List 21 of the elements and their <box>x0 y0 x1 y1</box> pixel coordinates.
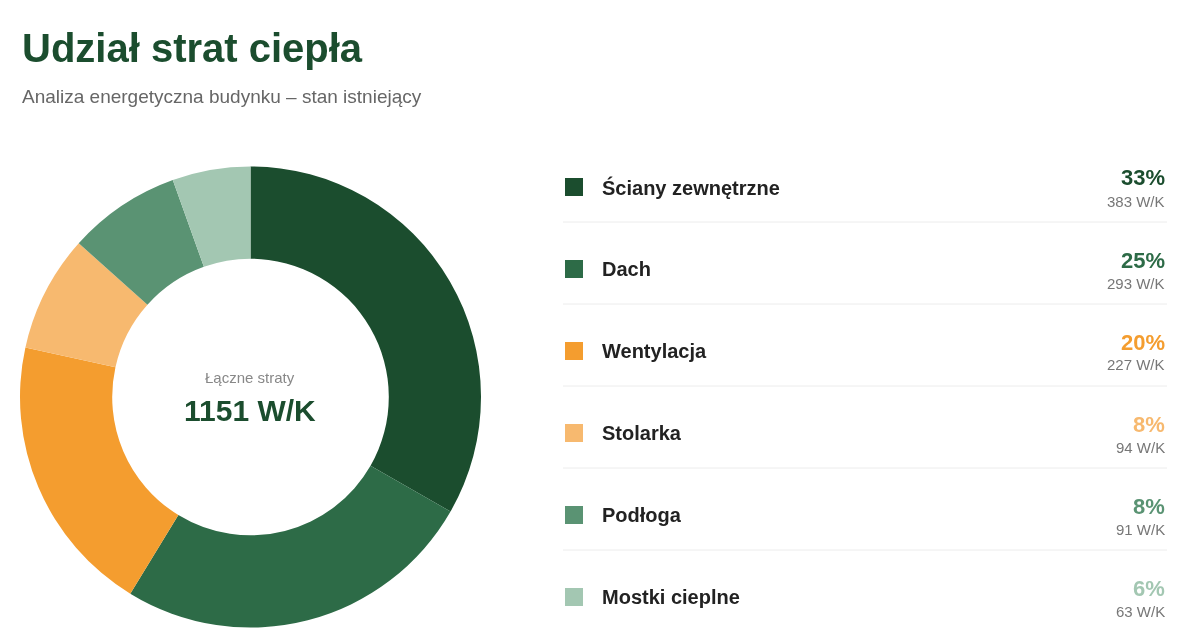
data-label: 8% 91 W/K <box>1116 494 1166 538</box>
data-label: 20% 227 W/K <box>1107 330 1166 373</box>
data-label: 25% 293 W/K <box>1107 248 1166 292</box>
donut-slice <box>20 347 179 594</box>
legend-label: Wentylacja <box>602 340 707 362</box>
legend-label: Dach <box>602 258 651 280</box>
chart-subtitle: Analiza energetyczna budynku – stan istniejący <box>22 86 422 107</box>
data-label: 33% 383 W/K <box>1107 165 1166 210</box>
chart-title: Udział strat ciepła <box>22 26 363 70</box>
legend-label: Mostki cieplne <box>602 586 740 608</box>
donut-slice <box>78 180 204 305</box>
text: 1151 W/K <box>184 394 317 427</box>
legend-label: Ściany zewnętrzne <box>602 176 780 199</box>
data-label: 6% 63 W/K <box>1116 576 1166 620</box>
legend-label: Stolarka <box>602 422 682 444</box>
text: Łączne straty <box>205 369 295 386</box>
data-label: 8% 94 W/K <box>1116 412 1166 456</box>
legend-label: Podłoga <box>602 504 682 526</box>
donut-slice <box>25 243 148 368</box>
donut-slice <box>130 465 451 628</box>
donut-slice <box>172 166 251 267</box>
